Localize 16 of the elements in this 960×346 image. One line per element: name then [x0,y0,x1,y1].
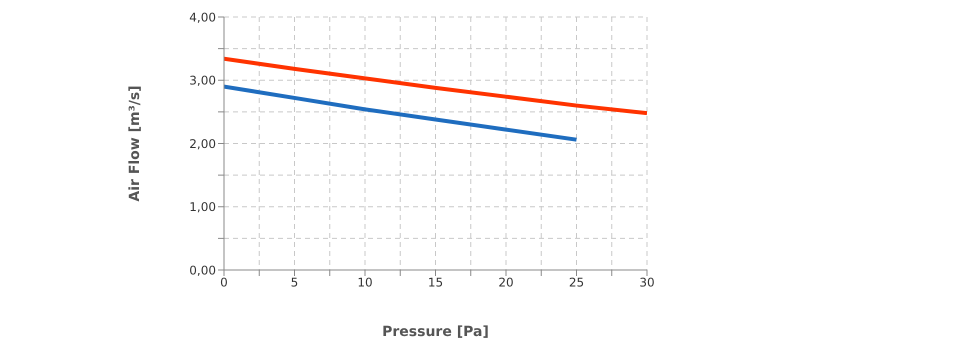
y-tick-label: 1,00 [189,200,216,214]
line-series [224,56,647,116]
x-tick-label: 10 [357,276,373,290]
x-tick-label: 15 [428,276,444,290]
x-tick-label: 5 [290,276,298,290]
line-series [224,84,578,142]
y-tick-label: 0,00 [189,263,216,278]
x-tick-label: 25 [568,276,584,290]
y-tick-label: 3,00 [189,74,216,88]
y-tick-label: 4,00 [189,10,216,24]
x-tick-label: 0 [220,276,228,290]
x-tick-label: 20 [498,276,514,290]
y-axis-title: Air Flow [m³/s] [126,85,143,202]
y-tick-label: 2,00 [189,136,216,151]
x-axis-title: Pressure [Pa] [382,324,489,340]
x-tick-label: 30 [639,276,655,290]
